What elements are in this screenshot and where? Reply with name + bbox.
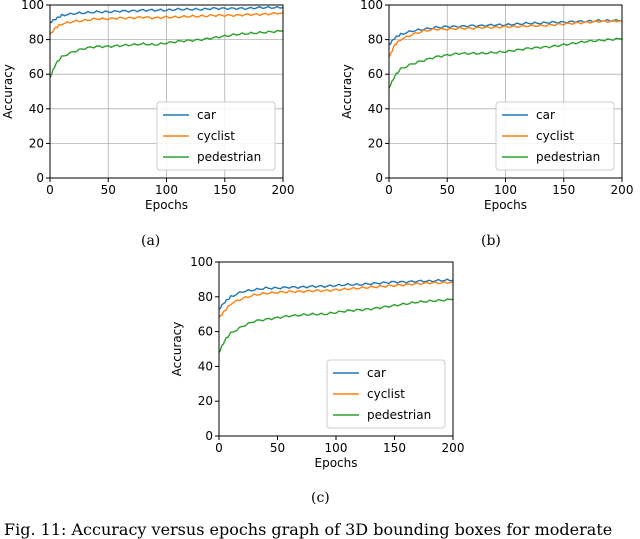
series-line-car: [218, 278, 454, 310]
y-tick-label: 0: [205, 429, 213, 443]
y-tick-label: 60: [29, 67, 44, 81]
series-line-car: [388, 18, 623, 46]
x-tick-label: 50: [440, 183, 455, 197]
y-tick-label: 40: [368, 102, 383, 116]
y-tick-label: 40: [29, 102, 44, 116]
series-line-cyclist: [388, 19, 623, 58]
figure-caption: Fig. 11: Accuracy versus epochs graph of…: [4, 520, 613, 539]
y-tick-label: 100: [21, 0, 44, 12]
y-axis-label: Accuracy: [170, 322, 184, 377]
y-tick-label: 100: [190, 255, 213, 269]
x-tick-label: 200: [442, 441, 465, 455]
y-tick-label: 80: [29, 33, 44, 47]
legend-label-cyclist: cyclist: [367, 387, 405, 401]
y-tick-label: 20: [368, 136, 383, 150]
series-line-cyclist: [49, 11, 284, 35]
legend-label-cyclist: cyclist: [536, 129, 574, 143]
subfigure-label-c: (c): [311, 490, 330, 506]
y-tick-label: 0: [375, 171, 383, 185]
x-tick-label: 0: [385, 183, 393, 197]
x-tick-label: 50: [101, 183, 116, 197]
x-tick-label: 200: [272, 183, 295, 197]
legend-label-car: car: [367, 366, 386, 380]
y-tick-label: 60: [368, 67, 383, 81]
y-tick-label: 80: [368, 33, 383, 47]
legend-label-car: car: [536, 108, 555, 122]
x-tick-label: 0: [215, 441, 223, 455]
y-tick-label: 80: [198, 290, 213, 304]
y-tick-label: 20: [198, 394, 213, 408]
legend-label-pedestrian: pedestrian: [536, 150, 600, 164]
y-tick-label: 20: [29, 136, 44, 150]
y-tick-label: 60: [198, 325, 213, 339]
subfigure-label-a: (a): [141, 233, 161, 249]
subfigure-label-b: (b): [481, 233, 501, 249]
y-tick-label: 100: [360, 0, 383, 12]
x-tick-label: 150: [383, 441, 406, 455]
x-tick-label: 0: [46, 183, 54, 197]
series-line-pedestrian: [218, 298, 453, 353]
x-tick-label: 150: [213, 183, 236, 197]
legend-box: [495, 101, 615, 171]
y-axis-label: Accuracy: [340, 64, 354, 119]
x-tick-label: 100: [155, 183, 178, 197]
x-axis-label: Epochs: [484, 198, 527, 212]
x-tick-label: 100: [325, 441, 348, 455]
x-tick-label: 200: [611, 183, 634, 197]
y-axis-label: Accuracy: [1, 64, 15, 119]
legend-label-pedestrian: pedestrian: [367, 408, 431, 422]
legend-box: [156, 101, 276, 171]
series-line-cyclist: [218, 280, 454, 319]
y-tick-label: 40: [198, 359, 213, 373]
y-tick-label: 0: [36, 171, 44, 185]
x-tick-label: 150: [552, 183, 575, 197]
series-line-pedestrian: [49, 29, 283, 79]
series-line-car: [49, 5, 284, 24]
x-axis-label: Epochs: [145, 198, 188, 212]
x-axis-label: Epochs: [315, 456, 358, 470]
x-tick-label: 100: [494, 183, 517, 197]
x-tick-label: 50: [270, 441, 285, 455]
legend-label-cyclist: cyclist: [197, 129, 235, 143]
legend-box: [326, 359, 446, 429]
series-line-pedestrian: [388, 37, 623, 89]
legend-label-pedestrian: pedestrian: [197, 150, 261, 164]
legend-label-car: car: [197, 108, 216, 122]
